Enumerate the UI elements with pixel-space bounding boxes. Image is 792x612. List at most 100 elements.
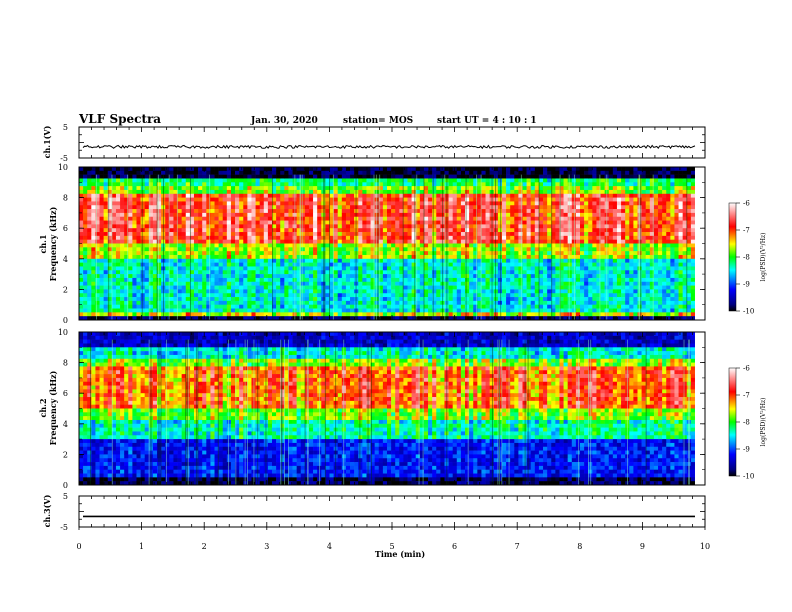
spectrogram-cell (308, 277, 314, 283)
spectrogram-cell (567, 262, 573, 267)
spectrogram-cell (465, 300, 470, 306)
spectrogram-cell (206, 216, 211, 221)
spectrogram-cell (87, 274, 92, 279)
spectrogram-cell (333, 262, 339, 267)
spectrogram-cell (218, 285, 224, 290)
spectrogram-cell (481, 297, 486, 302)
spectrogram-cell (189, 293, 195, 298)
spectrogram-cell (152, 239, 158, 244)
spectrogram-cell (547, 212, 552, 218)
spectrogram-cell (362, 167, 367, 172)
spectrogram-cell (522, 189, 527, 195)
spectrogram-cell (543, 216, 548, 221)
spectrogram-cell (280, 251, 285, 256)
spectrogram-cell (506, 228, 511, 233)
spectrogram-cell (337, 285, 343, 290)
spectrogram-cell (107, 304, 113, 309)
spectrogram-cell (202, 274, 207, 279)
spectrogram-cell (386, 201, 392, 206)
spectrogram-cell (329, 300, 334, 306)
spectrogram-cell (157, 182, 162, 187)
spectrogram-cell (559, 216, 564, 221)
spectrogram-cell (378, 182, 384, 187)
spectrogram-cell (407, 209, 412, 214)
spectrogram-cell (276, 247, 281, 252)
spectrogram-cell (267, 209, 273, 214)
spectrogram-cell (210, 308, 215, 313)
spectrogram-cell (91, 170, 96, 175)
spectrogram-cell (128, 167, 133, 172)
spectrogram-cell (111, 189, 117, 195)
spectrogram-cell (255, 254, 260, 260)
spectrogram-cell (428, 201, 433, 206)
spectrogram-cell (481, 281, 486, 286)
spectrogram-cell (436, 239, 441, 244)
spectrogram-cell (173, 312, 178, 317)
spectrogram-cell (563, 170, 568, 175)
spectrogram-cell (341, 300, 347, 306)
spectrogram-cell (206, 186, 211, 191)
spectrogram-cell (132, 174, 137, 179)
spectrogram-cell (317, 289, 322, 294)
spectrogram-cell (399, 228, 404, 233)
spectrogram-cell (563, 186, 568, 191)
spectrogram-cell (280, 304, 285, 309)
spectrogram-cell (128, 205, 133, 210)
spectrogram-cell (514, 212, 519, 218)
spectrogram-cell (337, 182, 343, 187)
spectrogram-cell (567, 232, 573, 237)
spectrogram-cell (333, 232, 339, 237)
spectrogram-cell (501, 228, 507, 233)
spectrogram-cell (395, 205, 400, 210)
spectrogram-cell (547, 167, 552, 172)
spectrogram-cell (518, 258, 523, 263)
spectrogram-cell (555, 297, 560, 302)
spectrogram-cell (530, 293, 536, 298)
spectrogram-cell (415, 197, 421, 202)
spectrogram-cell (341, 174, 347, 179)
spectrogram-cell (341, 258, 347, 263)
spectrogram-cell (115, 205, 121, 210)
spectrogram-cell (386, 297, 392, 302)
spectrogram-cell (345, 312, 351, 317)
spectrogram-cell (555, 174, 560, 179)
spectrogram-cell (518, 235, 523, 240)
spectrogram-cell (329, 209, 334, 214)
spectrogram-cell (419, 297, 425, 302)
spectrogram-cell (189, 189, 195, 195)
spectrogram-cell (136, 205, 141, 210)
spectrogram-cell (510, 205, 515, 210)
spectrogram-cell (534, 251, 540, 256)
spectrogram-cell (345, 285, 351, 290)
spectrogram-cell (407, 285, 412, 290)
spectrogram-cell (522, 235, 527, 240)
spectrogram-cell (132, 293, 137, 298)
spectrogram-cell (202, 235, 207, 240)
spectrogram-cell (382, 232, 388, 237)
spectrogram-cell (210, 304, 215, 309)
spectrogram-cell (218, 270, 224, 275)
spectrogram-cell (107, 258, 113, 263)
spectrogram-cell (210, 232, 215, 237)
spectrogram-cell (222, 304, 228, 309)
spectrogram-cell (543, 209, 548, 214)
spectrogram-cell (423, 174, 429, 179)
spectrogram-cell (280, 247, 285, 252)
spectrogram-cell (350, 239, 355, 244)
spectrogram-cell (169, 243, 174, 248)
spectrogram-cell (460, 300, 466, 306)
spectrogram-cell (563, 216, 568, 221)
spectrogram-cell (522, 277, 527, 283)
spectrogram-cell (575, 189, 581, 195)
spectrogram-cell (317, 277, 322, 283)
spectrogram-cell (296, 224, 302, 229)
spectrogram-cell (403, 304, 408, 309)
spectrogram-cell (345, 277, 351, 283)
spectrogram-cell (526, 216, 532, 221)
spectrogram-cell (432, 205, 437, 210)
spectrogram-cell (481, 254, 486, 260)
spectrogram-cell (382, 216, 388, 221)
spectrogram-cell (555, 277, 560, 283)
spectrogram-cell (280, 316, 285, 321)
spectrogram-cell (543, 182, 548, 187)
